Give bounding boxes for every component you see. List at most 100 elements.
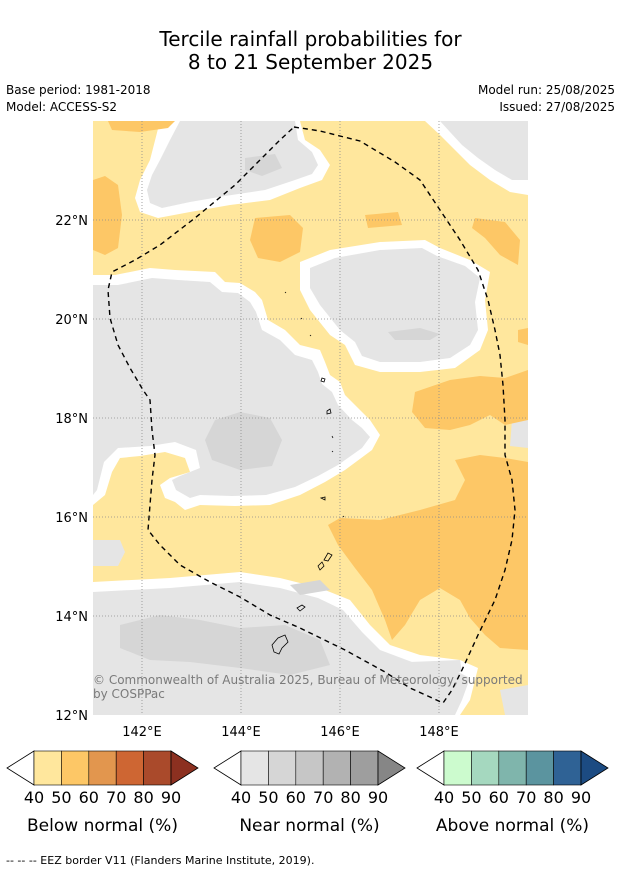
colorbar-segment (553, 750, 582, 786)
below-normal-50-ne (472, 218, 520, 265)
meta-left: Base period: 1981-2018 Model: ACCESS-S2 (6, 82, 151, 116)
colorbar-segment (61, 750, 90, 786)
near-normal-50-east (388, 328, 440, 340)
island-small-2 (326, 408, 332, 415)
colorbar-segment (471, 750, 500, 786)
title-line-2: 8 to 21 September 2025 (187, 50, 434, 74)
lon-label: 142°E (122, 725, 162, 740)
colorbar-segment (295, 750, 324, 786)
colorbar-segment (240, 750, 269, 786)
lon-label: 148°E (419, 725, 459, 740)
near-normal-small-west (93, 540, 125, 566)
colorbar-min-extension (6, 750, 35, 786)
colorbar-tick-label: 70 (313, 788, 333, 807)
latitude-labels: 22°N 20°N 18°N 16°N 14°N 12°N (55, 214, 88, 724)
colorbar-tick-label: 70 (516, 788, 536, 807)
colorbar-tick-label: 50 (258, 788, 278, 807)
below-normal-50-east-upper (412, 370, 528, 430)
near-normal-west-region (93, 278, 370, 498)
map-plot-area: © Commonwealth of Australia 2025, Bureau… (93, 121, 528, 715)
island-dots (284, 291, 345, 518)
model-name: Model: ACCESS-S2 (6, 100, 118, 114)
colorbar-segment (350, 750, 379, 786)
island-saipan (323, 552, 333, 562)
below-normal-50-west (93, 176, 122, 255)
colorbar-tick-label: 80 (133, 788, 153, 807)
colorbars: 40 50 60 70 80 90 Below normal (%) 40 50 60 70 80 90… (6, 750, 609, 836)
title-line-1: Tercile rainfall probabilities for (159, 27, 462, 51)
colorbar-segment (322, 750, 351, 786)
lat-label: 12°N (55, 709, 88, 724)
colorbar-tick-label: 50 (51, 788, 71, 807)
near-normal-ne-region (440, 121, 528, 180)
colorbar-tick-label: 60 (79, 788, 99, 807)
lon-label: 146°E (320, 725, 360, 740)
lat-label: 18°N (55, 412, 88, 427)
colorbar-tick-label: 40 (24, 788, 44, 807)
colorbar-segment (443, 750, 472, 786)
colorbar-max-extension (377, 750, 406, 786)
colorbar-segment (33, 750, 62, 786)
footer-eez-note: -- -- -- EEZ border V11 (Flanders Marine… (6, 854, 314, 867)
colorbar: 40 50 60 70 80 90 Above normal (%) (416, 750, 609, 836)
island-outlines (271, 291, 345, 655)
copyright-line-1: © Commonwealth of Australia 2025, Bureau… (93, 673, 523, 687)
meta-right: Model run: 25/08/2025 Issued: 27/08/2025 (478, 82, 615, 116)
colorbar-segment (88, 750, 117, 786)
map-title: Tercile rainfall probabilities for 8 to … (0, 28, 621, 74)
colorbar-tick-label: 60 (489, 788, 509, 807)
colorbar-segment (498, 750, 527, 786)
colorbar-max-extension (580, 750, 609, 786)
colorbar: 40 50 60 70 80 90 Near normal (%) (213, 750, 406, 836)
colorbar-tick-label: 40 (231, 788, 251, 807)
lat-label: 14°N (55, 610, 88, 625)
near-normal-50-south-small (290, 580, 330, 595)
island-small-1 (319, 496, 326, 501)
island-guam (271, 634, 289, 655)
colorbar-tick-label: 80 (543, 788, 563, 807)
lat-label: 22°N (55, 214, 88, 229)
colorbar-label: Near normal (%) (239, 816, 379, 836)
colorbar-tick-label: 90 (161, 788, 181, 807)
colorbar-tick-label: 90 (368, 788, 388, 807)
below-normal-50-east-lower (328, 455, 528, 650)
base-period: Base period: 1981-2018 (6, 83, 151, 97)
below-normal-50-east-small (518, 328, 528, 345)
colorbar-segment (143, 750, 172, 786)
longitude-labels: 142°E 144°E 146°E 148°E (122, 725, 459, 740)
colorbar-label: Above normal (%) (436, 816, 589, 836)
lat-label: 16°N (55, 511, 88, 526)
colorbar-segment (268, 750, 297, 786)
near-normal-50-south (120, 615, 330, 675)
below-normal-50-top (108, 121, 175, 132)
near-normal-se-region (500, 685, 528, 715)
colorbar-label: Below normal (%) (27, 816, 178, 836)
colorbar-tick-label: 90 (571, 788, 591, 807)
copyright-line-2: by COSPPac (93, 687, 165, 701)
island-tinian (317, 561, 325, 571)
near-normal-north-region (147, 121, 318, 208)
near-normal-south-east-strip (410, 660, 462, 675)
island-rota (296, 604, 306, 612)
colorbar-segment (525, 750, 554, 786)
colorbar-tick-label: 80 (340, 788, 360, 807)
near-normal-50-west (205, 412, 282, 470)
island-small-3 (320, 377, 326, 383)
near-normal-east-small (510, 418, 528, 448)
colorbar-tick-label: 50 (461, 788, 481, 807)
below-normal-50-north (250, 215, 303, 262)
colorbar-min-extension (416, 750, 445, 786)
eez-border (107, 126, 516, 704)
colorbar-tick-label: 40 (434, 788, 454, 807)
colorbar-tick-label: 60 (286, 788, 306, 807)
colorbar-max-extension (170, 750, 199, 786)
colorbar-tick-label: 70 (106, 788, 126, 807)
map-grid (93, 121, 528, 715)
issued-date: Issued: 27/08/2025 (499, 100, 615, 114)
below-normal-50-mid (365, 212, 402, 228)
colorbar-min-extension (213, 750, 242, 786)
lon-label: 144°E (221, 725, 261, 740)
colorbar-segment (115, 750, 144, 786)
colorbar: 40 50 60 70 80 90 Below normal (%) (6, 750, 199, 836)
